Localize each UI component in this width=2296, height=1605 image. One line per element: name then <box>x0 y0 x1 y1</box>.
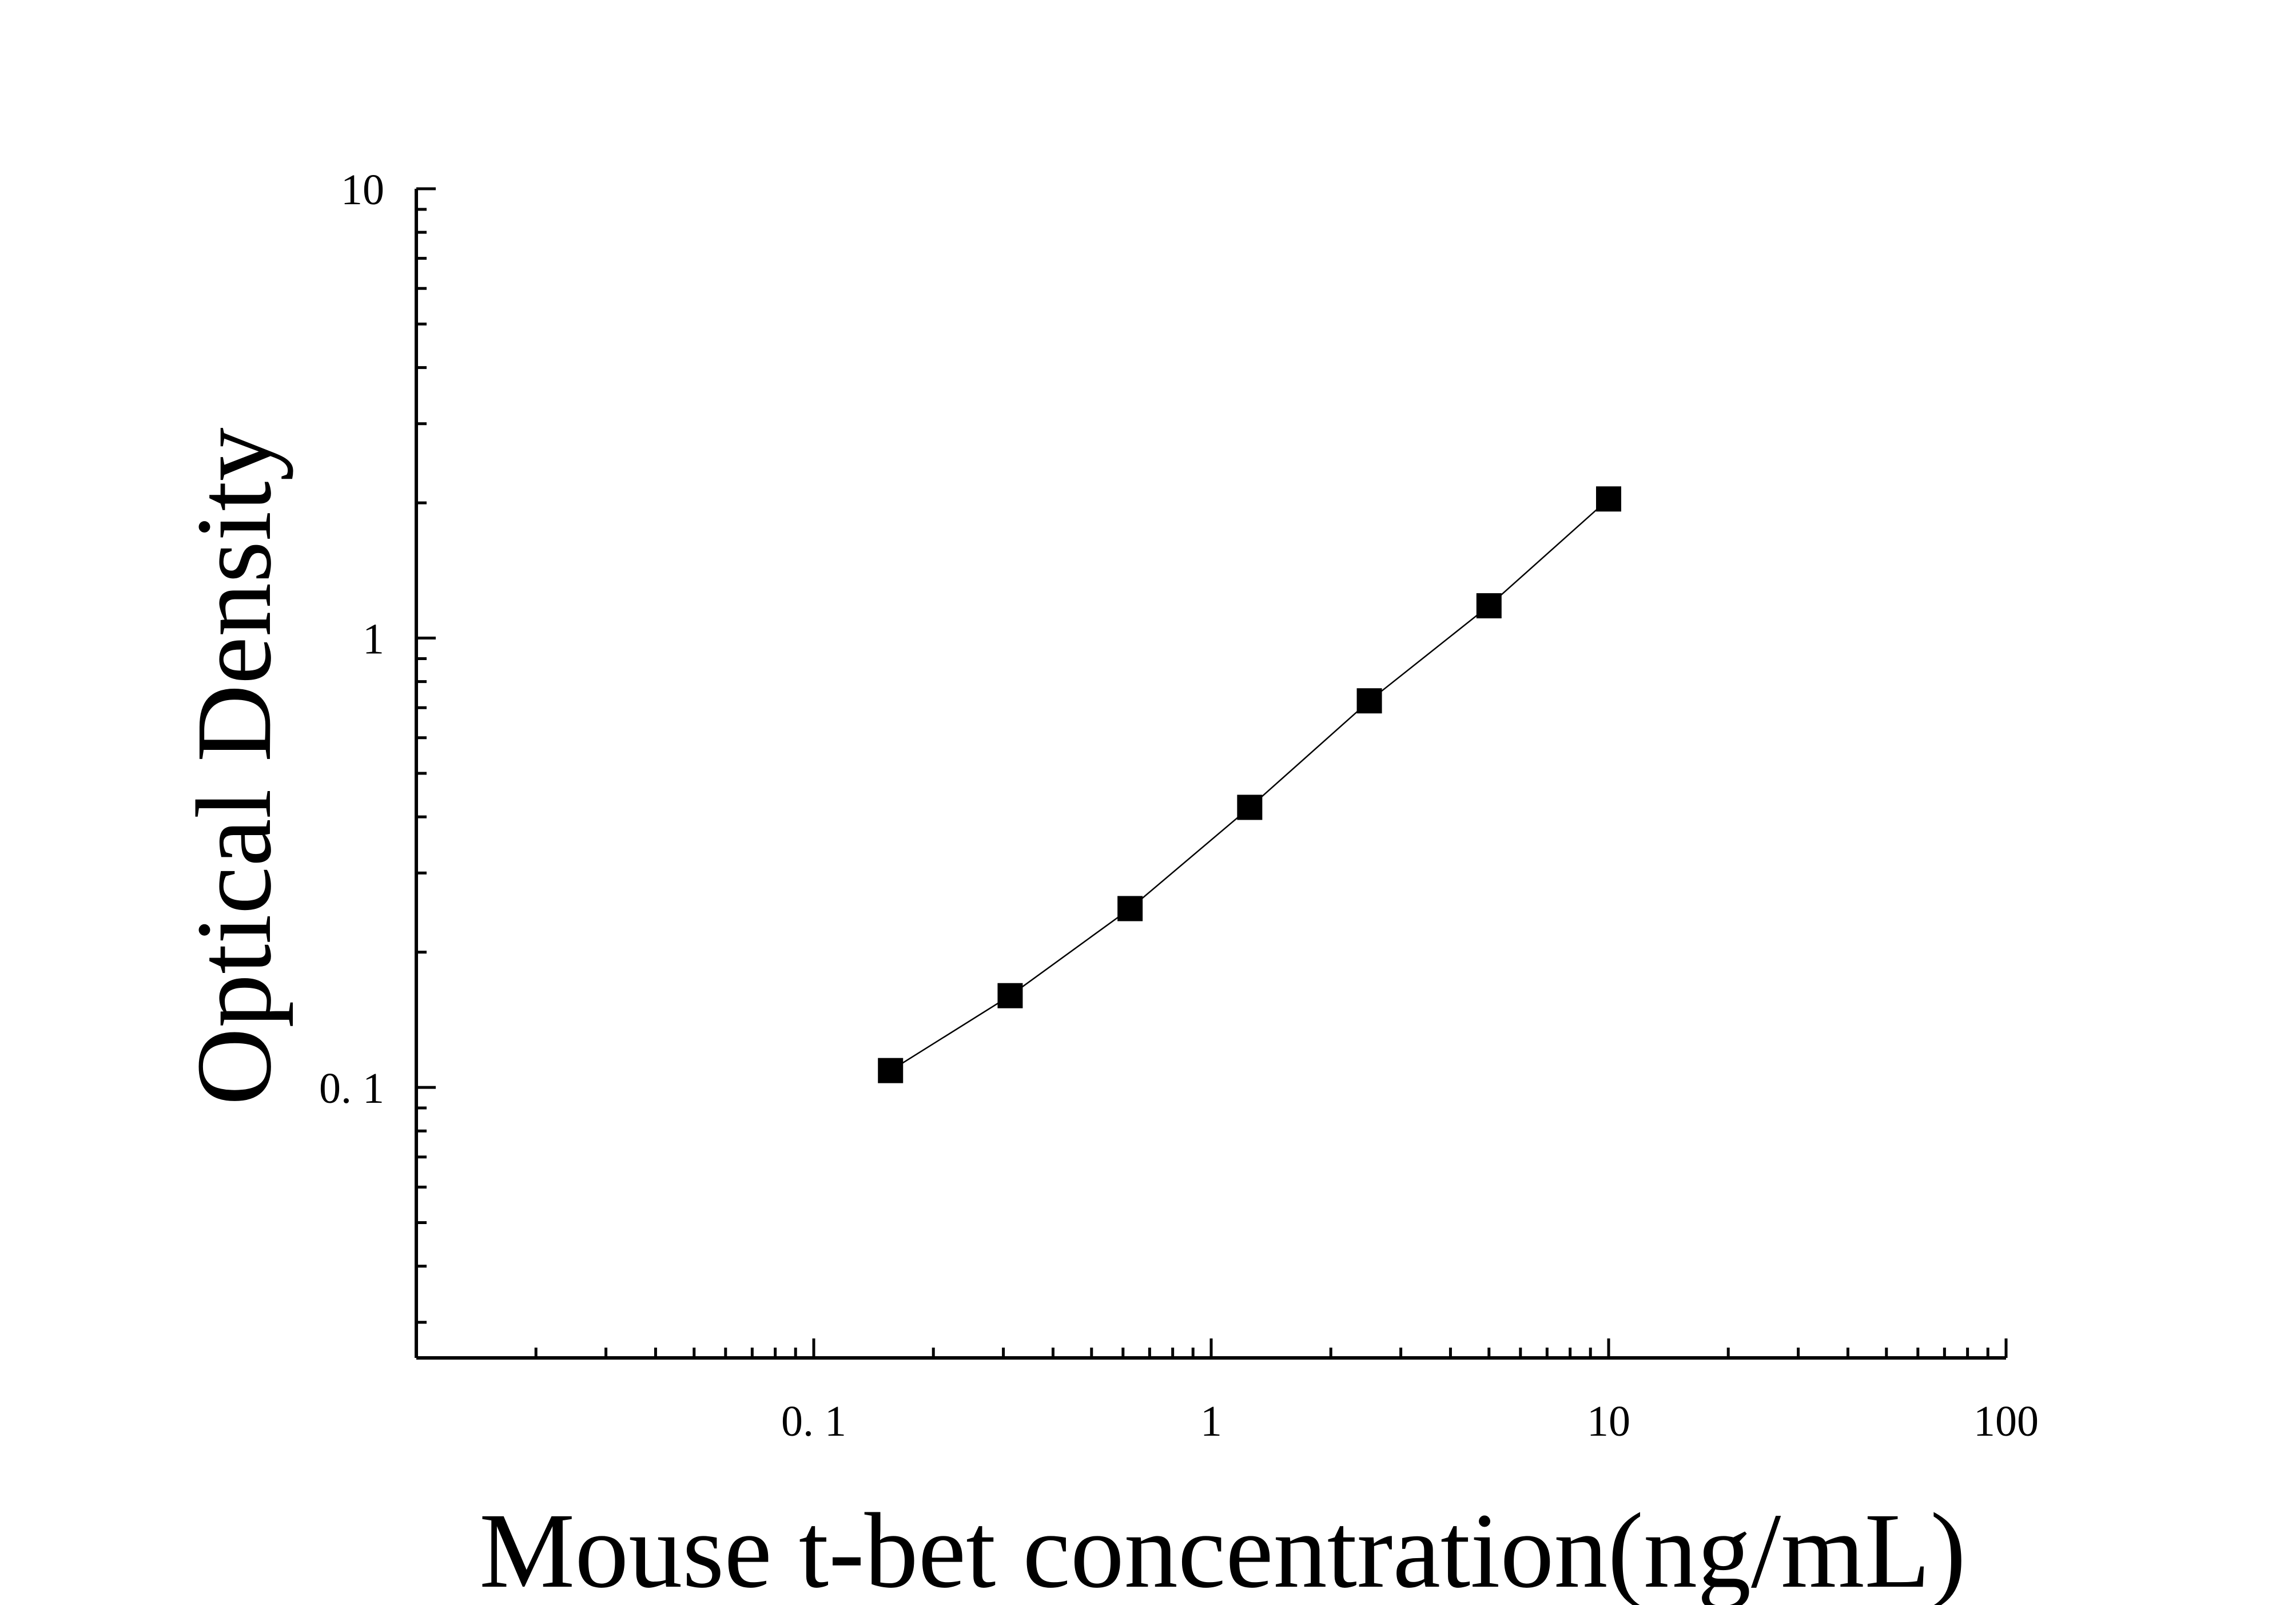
y-axis-ticks <box>416 187 436 1324</box>
data-point <box>1237 794 1263 820</box>
x-axis-tick-labels: 0. 1 1 10 100 <box>781 1397 2039 1445</box>
data-points <box>878 486 1621 1083</box>
x-tick-label: 0. 1 <box>781 1397 846 1445</box>
x-axis-ticks <box>415 1338 2008 1358</box>
data-point <box>878 1058 904 1083</box>
data-point <box>1356 688 1382 714</box>
data-point <box>1596 486 1621 512</box>
y-axis-tick-labels: 0. 1 1 10 <box>319 166 384 1113</box>
data-point <box>997 983 1023 1008</box>
data-point <box>1476 593 1502 619</box>
y-tick-label: 1 <box>363 615 384 664</box>
x-axis-title: Mouse t-bet concentration(ng/mL) <box>479 1491 1966 1605</box>
y-tick-label: 0. 1 <box>319 1064 384 1113</box>
x-tick-label: 100 <box>1973 1397 2039 1445</box>
x-tick-label: 1 <box>1200 1397 1222 1445</box>
x-tick-label: 10 <box>1587 1397 1630 1445</box>
axes <box>415 189 2006 1360</box>
data-series <box>878 486 1621 1083</box>
y-axis-title: Optical Density <box>174 427 293 1105</box>
y-tick-label: 10 <box>341 166 384 214</box>
data-point <box>1117 896 1143 921</box>
